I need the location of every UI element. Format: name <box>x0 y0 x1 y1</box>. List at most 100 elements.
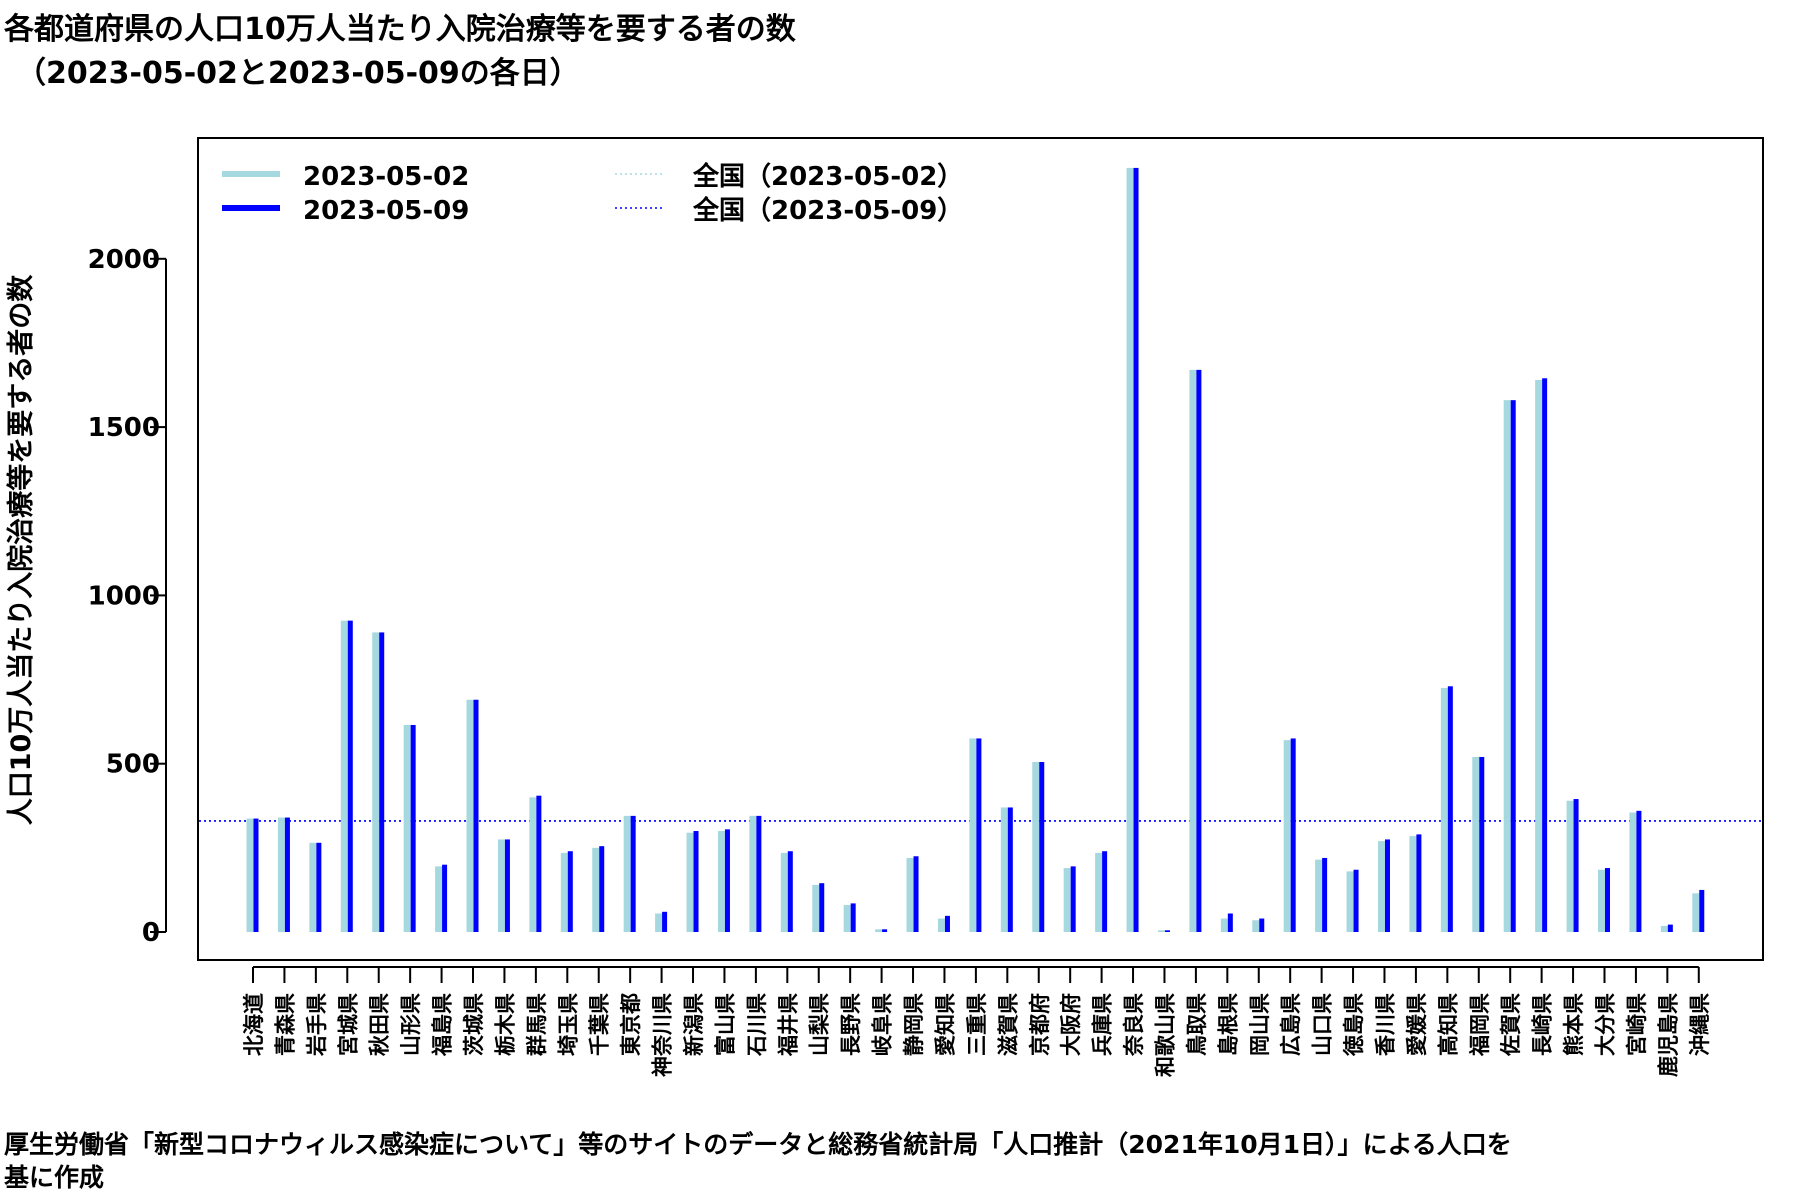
bar-series1 <box>1220 918 1228 932</box>
bar-series2 <box>976 738 982 932</box>
y-tick-label: 0 <box>142 918 160 948</box>
bar-series1 <box>340 620 348 932</box>
bar-series1 <box>1597 869 1605 932</box>
x-tick-label: 大分県 <box>1593 993 1617 1056</box>
bar-series2 <box>504 839 510 932</box>
x-tick-label: 沖縄県 <box>1688 993 1712 1056</box>
plot-frame <box>197 137 1764 961</box>
x-tick-label: 高知県 <box>1436 993 1460 1056</box>
x-tick-label: 鳥取県 <box>1185 993 1209 1056</box>
x-tick-label: 岐阜県 <box>871 993 895 1056</box>
x-tick-label: 兵庫県 <box>1091 993 1115 1056</box>
bar-series2 <box>662 911 668 932</box>
x-tick-label: 山口県 <box>1311 993 1335 1056</box>
x-tick-label: 茨城県 <box>462 993 486 1056</box>
x-tick-label: 青森県 <box>273 993 297 1056</box>
legend-label-ref1: 全国（2023-05-02） <box>692 161 963 192</box>
bar-series2 <box>1636 810 1642 932</box>
bar-series2 <box>1573 799 1579 932</box>
bar-series2 <box>1133 167 1139 933</box>
bar-series1 <box>812 884 820 932</box>
bar-series2 <box>944 915 950 932</box>
bar-series1 <box>717 831 725 932</box>
bar-series2 <box>882 929 888 932</box>
bar-series2 <box>473 699 479 932</box>
bar-series2 <box>1039 762 1045 932</box>
bar-series1 <box>906 857 914 932</box>
chart-title-line1: 各都道府県の人口10万人当たり入院治療等を要する者の数 <box>4 12 796 47</box>
bar-series2 <box>1353 869 1359 932</box>
bar-series1 <box>1157 930 1165 932</box>
bar-series2 <box>316 842 322 932</box>
bar-series1 <box>655 913 663 932</box>
y-axis-label: 人口10万人当たり入院治療等を要する者の数 <box>5 274 37 826</box>
x-tick-label: 岩手県 <box>305 993 329 1057</box>
bar-series2 <box>1196 369 1202 932</box>
x-tick-label: 山形県 <box>399 993 423 1056</box>
legend-label-series1: 2023-05-02 <box>303 162 469 192</box>
x-tick-label: 宮城県 <box>336 993 360 1056</box>
x-tick-label: 和歌山県 <box>1153 993 1177 1077</box>
bar-series1 <box>1503 400 1511 932</box>
x-tick-label: 京都府 <box>1028 993 1052 1056</box>
bar-series2 <box>724 829 730 932</box>
x-tick-label: 宮崎県 <box>1625 993 1649 1056</box>
bar-series1 <box>1377 841 1385 932</box>
x-tick-label: 長崎県 <box>1531 993 1555 1056</box>
bar-series1 <box>435 866 443 932</box>
bar-series1 <box>1692 893 1700 932</box>
bar-series1 <box>875 929 883 932</box>
x-tick-label: 千葉県 <box>588 993 612 1056</box>
bar-series1 <box>309 842 317 932</box>
bar-series2 <box>1510 400 1516 932</box>
bar-series2 <box>410 724 416 932</box>
x-tick-label: 秋田県 <box>368 993 392 1056</box>
x-tick-label: 東京都 <box>619 993 643 1056</box>
bar-series1 <box>1189 369 1197 932</box>
bar-series1 <box>1000 807 1008 932</box>
bar-series2 <box>284 817 290 932</box>
bar-series2 <box>1447 686 1453 932</box>
x-tick-label: 徳島県 <box>1342 993 1366 1057</box>
x-tick-label: 鹿児島県 <box>1656 993 1680 1077</box>
x-tick-label: 山梨県 <box>808 993 832 1056</box>
bar-series1 <box>1566 800 1574 932</box>
bar-series1 <box>1346 871 1354 932</box>
bar-series2 <box>1479 756 1485 932</box>
bar-series1 <box>937 918 945 932</box>
x-tick-label: 滋賀県 <box>996 993 1020 1056</box>
bar-series2 <box>819 883 825 932</box>
x-tick-label: 静岡県 <box>902 993 926 1056</box>
x-tick-label: 福井県 <box>776 993 800 1057</box>
x-tick-label: 福島県 <box>431 993 455 1057</box>
x-tick-label: 福岡県 <box>1468 993 1492 1057</box>
bar-series2 <box>693 831 699 932</box>
bar-series2 <box>1542 378 1548 933</box>
chart-title-line2: （2023-05-02と2023-05-09の各日） <box>16 56 580 91</box>
bar-series1 <box>1660 925 1668 932</box>
bar-series1 <box>560 852 568 932</box>
x-tick-label: 大阪府 <box>1059 993 1083 1056</box>
bar-series1 <box>497 839 505 932</box>
y-tick-label: 500 <box>106 750 160 780</box>
bar-series1 <box>969 738 977 932</box>
x-tick-label: 香川県 <box>1373 993 1397 1056</box>
bar-series1 <box>780 852 788 932</box>
bar-series2 <box>787 851 793 932</box>
source-note-line1: 厚生労働省「新型コロナウィルス感染症について」等のサイトのデータと総務省統計局「… <box>4 1130 1512 1159</box>
bar-series1 <box>403 724 411 932</box>
x-tick-label: 群馬県 <box>525 993 549 1056</box>
bar-series1 <box>466 699 474 932</box>
x-tick-label: 愛媛県 <box>1405 993 1429 1056</box>
bar-series1 <box>1126 167 1134 933</box>
x-tick-label: 北海道 <box>242 993 266 1056</box>
x-tick-label: 岡山県 <box>1248 993 1272 1056</box>
bar-series2 <box>1384 839 1390 932</box>
bar-series2 <box>913 856 919 932</box>
bar-series2 <box>630 815 636 932</box>
bar-series1 <box>1063 868 1071 932</box>
x-tick-label: 長野県 <box>839 993 863 1056</box>
bar-series2 <box>442 864 448 932</box>
x-tick-label: 愛知県 <box>933 993 957 1056</box>
